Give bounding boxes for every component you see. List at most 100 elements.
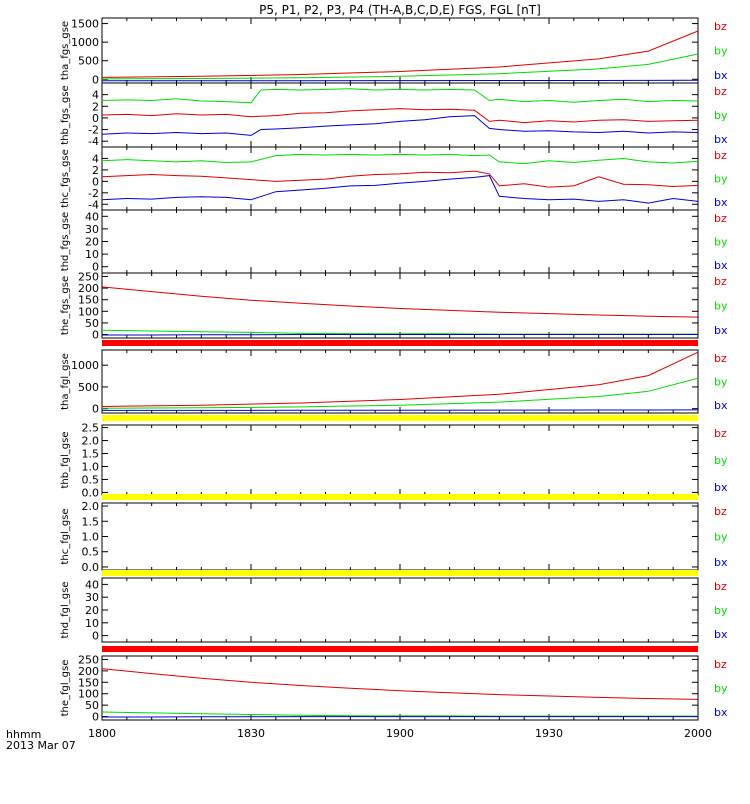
legend-bz: bz xyxy=(714,427,727,440)
legend-bz: bz xyxy=(714,505,727,518)
flag-bars-group xyxy=(102,340,698,652)
y-tick-label: 1.5 xyxy=(82,448,100,461)
y-tick-label: 500 xyxy=(78,55,99,68)
y-axis-label: thb_fgs_gse xyxy=(60,85,71,144)
legend-bx: bx xyxy=(714,133,728,146)
y-tick-label: 1.5 xyxy=(82,515,100,528)
y-axis-label: thc_fgs_gse xyxy=(60,149,71,208)
y-axis-label: thc_fgl_gse xyxy=(60,508,71,564)
series-line-bz xyxy=(102,352,698,406)
flag-bar-5 xyxy=(102,646,698,652)
x-tick-label: 2000 xyxy=(684,727,712,740)
legend-bz: bz xyxy=(714,658,727,671)
y-tick-label: 2.5 xyxy=(82,422,100,435)
y-tick-label: -2 xyxy=(88,187,99,200)
panel-frame xyxy=(102,656,698,720)
y-tick-label: 0 xyxy=(92,329,99,342)
series-line-bx xyxy=(102,410,698,411)
y-tick-label: 50 xyxy=(85,317,99,330)
y-tick-label: 2.0 xyxy=(82,435,100,448)
series-line-bz xyxy=(102,287,698,317)
y-tick-label: 10 xyxy=(85,248,99,261)
legend-by: by xyxy=(714,454,728,467)
y-tick-label: 200 xyxy=(78,282,99,295)
legend-bx: bx xyxy=(714,481,728,494)
legend-by: by xyxy=(714,604,728,617)
y-axis-label: the_fgs_gse xyxy=(60,276,71,335)
y-tick-label: 30 xyxy=(85,223,99,236)
x-tick-label: 1900 xyxy=(386,727,414,740)
legend-bz: bz xyxy=(714,352,727,365)
series-line-by xyxy=(102,89,698,103)
legend-bz: bz xyxy=(714,212,727,225)
legend-bx: bx xyxy=(714,259,728,272)
series-line-bz xyxy=(102,171,698,187)
panel-frame xyxy=(102,503,698,570)
y-tick-label: 20 xyxy=(85,604,99,617)
x-tick-label: 1930 xyxy=(535,727,563,740)
y-tick-label: 100 xyxy=(78,688,99,701)
flag-bar-1 xyxy=(102,340,698,346)
legend-by: by xyxy=(714,173,728,186)
y-tick-label: 40 xyxy=(85,210,99,223)
flag-bar-3 xyxy=(102,494,698,500)
y-tick-label: 1000 xyxy=(71,36,99,49)
legend-by: by xyxy=(714,682,728,695)
y-tick-label: 2 xyxy=(92,164,99,177)
legend-bx: bx xyxy=(714,196,728,209)
y-tick-label: 1500 xyxy=(71,18,99,31)
legend-bz: bz xyxy=(714,275,727,288)
y-axis-label: tha_fgs_gse xyxy=(60,21,71,80)
y-tick-label: 0 xyxy=(92,403,99,416)
plot-title: P5, P1, P2, P3, P4 (TH-A,B,C,D,E) FGS, F… xyxy=(259,3,541,17)
legend-bx: bx xyxy=(714,399,728,412)
y-tick-label: 10 xyxy=(85,617,99,630)
panel-frame xyxy=(102,18,698,83)
y-axis-label: thb_fgl_gse xyxy=(60,432,71,489)
series-line-bz xyxy=(102,109,698,123)
legend-by: by xyxy=(714,45,728,58)
y-tick-label: 500 xyxy=(78,381,99,394)
y-tick-label: 150 xyxy=(78,294,99,307)
panel-frame xyxy=(102,425,698,495)
legend-bz: bz xyxy=(714,20,727,33)
y-tick-label: 0.0 xyxy=(82,486,100,499)
series-line-bz xyxy=(102,31,698,77)
legend-bx: bx xyxy=(714,628,728,641)
flag-bar-4 xyxy=(102,570,698,576)
y-tick-label: 1.0 xyxy=(82,531,100,544)
y-tick-label: 0.0 xyxy=(82,561,100,574)
x-tick-label: 1800 xyxy=(88,727,116,740)
x-corner-label-date: 2013 Mar 07 xyxy=(6,739,76,752)
y-tick-label: 4 xyxy=(92,152,99,165)
y-tick-label: 250 xyxy=(78,270,99,283)
y-tick-label: -2 xyxy=(88,124,99,137)
series-line-bx xyxy=(102,335,698,336)
legend-bz: bz xyxy=(714,580,727,593)
x-tick-label: 1830 xyxy=(237,727,265,740)
y-tick-label: 50 xyxy=(85,699,99,712)
y-tick-label: 1000 xyxy=(71,359,99,372)
panel-frame xyxy=(102,350,698,413)
y-tick-label: 2.0 xyxy=(82,500,100,513)
series-line-by xyxy=(102,154,698,163)
y-tick-label: 200 xyxy=(78,665,99,678)
y-tick-label: 250 xyxy=(78,653,99,666)
legend-by: by xyxy=(714,531,728,544)
y-tick-label: 0 xyxy=(92,73,99,86)
flag-bar-2 xyxy=(102,415,698,421)
y-tick-label: 100 xyxy=(78,305,99,318)
y-tick-label: 0.5 xyxy=(82,473,100,486)
legend-bx: bx xyxy=(714,69,728,82)
